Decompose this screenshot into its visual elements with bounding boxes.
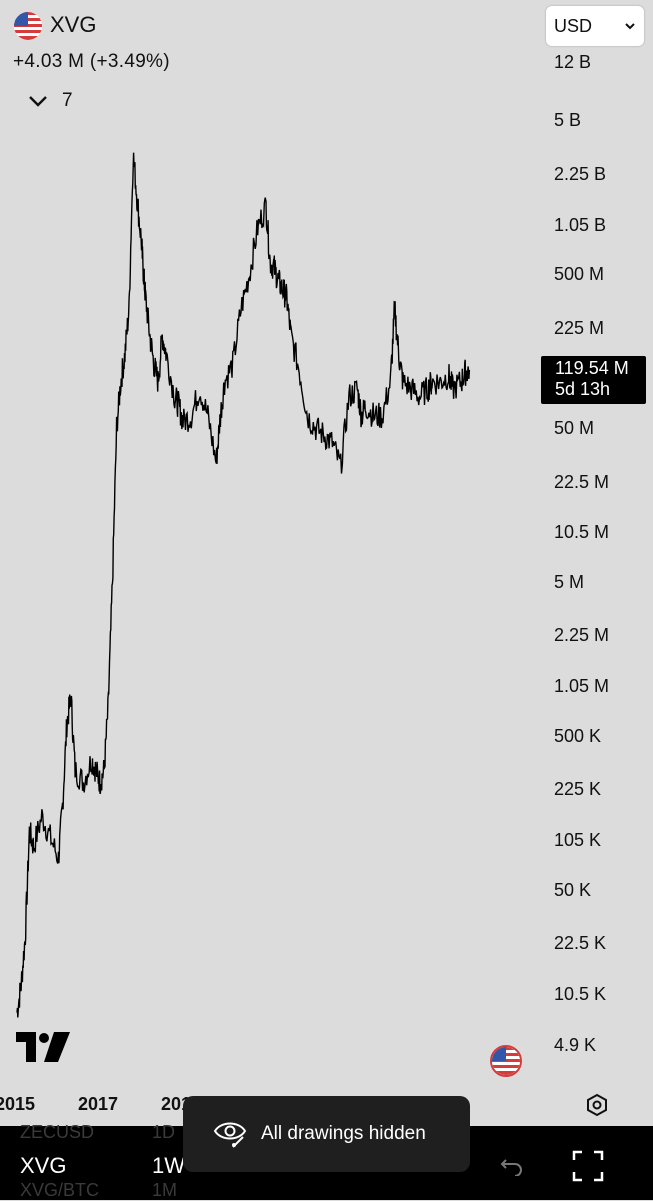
indicators-toggle[interactable]: 7	[28, 90, 73, 112]
y-tick-label: 1.05 B	[554, 214, 607, 235]
y-tick-label: 500 K	[554, 725, 602, 746]
ghost-symbol: ZECUSD	[20, 1122, 95, 1142]
y-tick-label: 225 K	[554, 779, 602, 800]
y-tick-label: 22.5 K	[554, 933, 607, 954]
y-tick-label: 10.5 M	[554, 522, 610, 543]
ghost-symbol-2: XVG/BTC	[20, 1180, 100, 1200]
fullscreen-icon[interactable]	[572, 1150, 604, 1182]
ghost-interval-2: 1M	[152, 1180, 178, 1200]
currency-select[interactable]: USD	[546, 6, 644, 46]
y-tick-label: 50 K	[554, 879, 592, 900]
bar-countdown: 5d 13h	[555, 379, 611, 399]
chevron-down-icon	[29, 96, 47, 107]
x-tick-label: 2017	[78, 1094, 119, 1114]
eye-hidden-icon	[213, 1122, 247, 1148]
y-tick-label: 22.5 M	[554, 471, 610, 492]
y-tick-label: 5 B	[554, 110, 582, 131]
tradingview-logo-icon	[16, 1032, 70, 1062]
toast-text: All drawings hidden	[261, 1123, 426, 1144]
symbol-title[interactable]: XVG	[50, 12, 97, 37]
interval-button[interactable]: 1W	[152, 1153, 185, 1178]
last-price-tag: 119.54 M 5d 13h	[541, 356, 646, 404]
y-tick-label: 12 B	[554, 52, 592, 72]
y-tick-label: 2.25 B	[554, 163, 607, 184]
last-price: 119.54 M	[555, 358, 629, 378]
chevron-down-icon	[625, 23, 635, 30]
undo-icon[interactable]	[500, 1156, 524, 1176]
y-tick-label: 10.5 K	[554, 984, 607, 1005]
y-tick-label: 500 M	[554, 264, 605, 285]
ghost-interval: 1D	[152, 1122, 176, 1142]
y-tick-label: 4.9 K	[554, 1035, 597, 1055]
us-flag-icon	[14, 12, 42, 40]
y-tick-label: 105 K	[554, 830, 602, 851]
symbol-button[interactable]: XVG	[20, 1153, 67, 1178]
y-tick-label: 225 M	[554, 317, 605, 338]
y-tick-label: 1.05 M	[554, 676, 610, 697]
drawings-hidden-toast: All drawings hidden	[183, 1096, 470, 1172]
x-tick-label: 2015	[0, 1094, 36, 1114]
currency-value: USD	[554, 15, 593, 36]
indicators-count: 7	[62, 90, 73, 111]
y-tick-label: 50 M	[554, 418, 595, 439]
price-chart[interactable]	[0, 0, 545, 1090]
settings-icon[interactable]	[585, 1093, 609, 1117]
price-change: +4.03 M (+3.49%)	[13, 51, 170, 72]
price-series-line	[16, 152, 471, 1018]
y-tick-label: 2.25 M	[554, 625, 610, 646]
us-flag-badge-icon	[490, 1045, 522, 1077]
y-tick-label: 5 M	[554, 572, 585, 593]
